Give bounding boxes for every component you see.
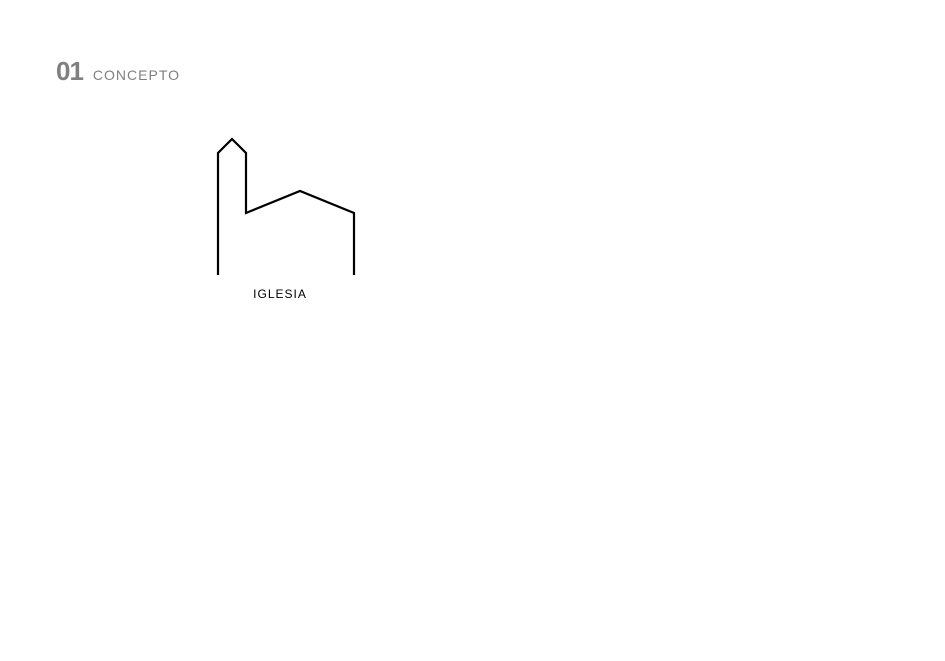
section-number: 01 [56,56,83,87]
church-icon [200,135,360,275]
diagram-label: IGLESIA [253,287,307,301]
section-title: CONCEPTO [93,67,180,83]
page-header: 01 CONCEPTO [56,56,180,87]
church-outline-path [218,139,354,275]
diagram-container: IGLESIA [200,135,360,301]
